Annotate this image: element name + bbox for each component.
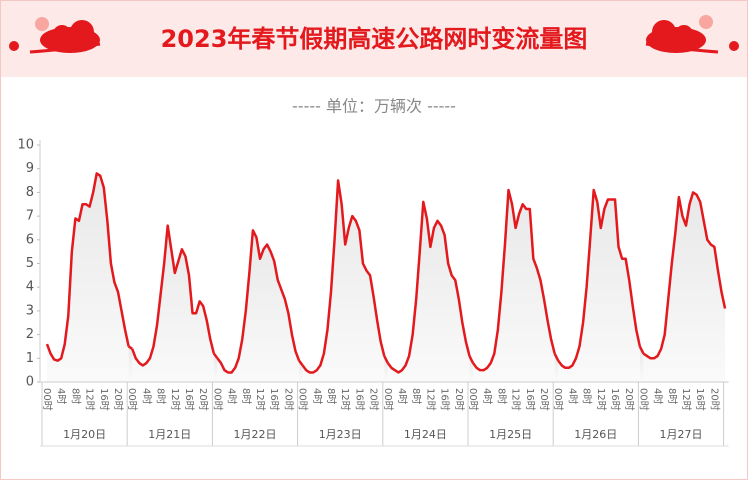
x-tick-label: 00时 bbox=[382, 388, 394, 411]
area-joint bbox=[213, 353, 218, 382]
area bbox=[643, 192, 726, 382]
area bbox=[302, 180, 385, 382]
area bbox=[387, 201, 470, 382]
area bbox=[132, 225, 214, 382]
area-joint bbox=[639, 346, 644, 382]
area-joint bbox=[128, 346, 133, 382]
x-tick-label: 12时 bbox=[595, 388, 607, 411]
line-joint bbox=[553, 353, 560, 362]
area bbox=[217, 230, 300, 382]
day-label: 1月23日 bbox=[319, 428, 362, 441]
line bbox=[386, 200, 471, 374]
x-tick-label: 4时 bbox=[396, 388, 408, 404]
line bbox=[301, 179, 386, 374]
x-tick-label: 12时 bbox=[510, 388, 522, 411]
x-tick-label: 4时 bbox=[55, 388, 67, 404]
line-joint bbox=[212, 352, 219, 360]
x-tick-label: 4时 bbox=[652, 388, 664, 404]
x-tick-label: 4时 bbox=[226, 388, 238, 404]
y-tick-label: 2 bbox=[26, 327, 34, 342]
x-tick-label: 12时 bbox=[424, 388, 436, 411]
day-label: 1月27日 bbox=[660, 428, 703, 441]
y-tick-label: 8 bbox=[26, 185, 34, 200]
y-tick-label: 5 bbox=[26, 256, 34, 271]
x-tick-label: 16时 bbox=[439, 388, 451, 411]
y-tick-label: 7 bbox=[26, 209, 34, 224]
x-tick-label: 8时 bbox=[155, 388, 167, 404]
x-tick-label: 20时 bbox=[368, 388, 380, 411]
y-tick-label: 3 bbox=[26, 303, 34, 318]
x-tick-label: 20时 bbox=[538, 388, 550, 411]
x-tick-label: 16时 bbox=[183, 388, 195, 411]
x-tick-label: 00时 bbox=[126, 388, 138, 411]
line-joint bbox=[298, 359, 304, 367]
x-tick-label: 8时 bbox=[410, 388, 422, 404]
x-tick-label: 16时 bbox=[353, 388, 365, 411]
x-tick-label: 12时 bbox=[680, 388, 692, 411]
y-tick-label: 10 bbox=[17, 138, 34, 153]
x-tick-label: 8时 bbox=[666, 388, 678, 404]
x-tick-label: 00时 bbox=[297, 388, 309, 411]
x-tick-label: 20时 bbox=[708, 388, 720, 411]
day-label: 1月20日 bbox=[63, 428, 106, 441]
x-tick-label: 00时 bbox=[467, 388, 479, 411]
x-tick-label: 20时 bbox=[112, 388, 124, 411]
x-tick-label: 12时 bbox=[84, 388, 96, 411]
x-tick-label: 20时 bbox=[623, 388, 635, 411]
x-tick-label: 8时 bbox=[495, 388, 507, 404]
y-tick-label: 0 bbox=[26, 375, 34, 390]
x-tick-label: 00时 bbox=[552, 388, 564, 411]
cloud-right bbox=[645, 15, 739, 54]
x-tick-label: 12时 bbox=[254, 388, 266, 411]
line-joint bbox=[468, 355, 475, 364]
x-tick-label: 16时 bbox=[268, 388, 280, 411]
line bbox=[471, 188, 556, 372]
title-bar bbox=[1, 1, 747, 77]
day-label: 1月22日 bbox=[234, 428, 277, 441]
day-label: 1月26日 bbox=[574, 428, 617, 441]
x-tick-label: 16时 bbox=[694, 388, 706, 411]
line-joint bbox=[638, 345, 645, 355]
x-tick-label: 4时 bbox=[140, 388, 152, 404]
y-tick-label: 4 bbox=[26, 280, 34, 295]
x-tick-label: 4时 bbox=[566, 388, 578, 404]
x-tick-label: 20时 bbox=[453, 388, 465, 411]
chart-subtitle: ----- 单位：万辆次 ----- bbox=[292, 97, 456, 116]
area bbox=[473, 190, 555, 382]
x-tick-label: 8时 bbox=[581, 388, 593, 404]
day-label: 1月21日 bbox=[148, 428, 191, 441]
x-tick-label: 16时 bbox=[524, 388, 536, 411]
line bbox=[45, 172, 130, 362]
chart-title: 2023年春节假期高速公路网时变流量图 bbox=[161, 25, 588, 53]
x-tick-label: 8时 bbox=[240, 388, 252, 404]
x-tick-label: 4时 bbox=[481, 388, 493, 404]
x-tick-label: 20时 bbox=[197, 388, 209, 411]
line-joint bbox=[127, 345, 133, 350]
x-tick-label: 00时 bbox=[41, 388, 53, 411]
x-tick-label: 12时 bbox=[169, 388, 181, 411]
y-tick-label: 6 bbox=[26, 232, 34, 247]
cloud-left bbox=[9, 17, 101, 54]
line-joint bbox=[383, 355, 389, 364]
x-tick-label: 8时 bbox=[69, 388, 81, 404]
x-tick-label: 4时 bbox=[311, 388, 323, 404]
x-tick-label: 00时 bbox=[211, 388, 223, 411]
line bbox=[642, 191, 727, 360]
line bbox=[557, 188, 642, 370]
day-label: 1月25日 bbox=[489, 428, 532, 441]
x-tick-label: 12时 bbox=[339, 388, 351, 411]
x-tick-label: 8时 bbox=[325, 388, 337, 404]
line bbox=[216, 229, 301, 374]
y-tick-label: 9 bbox=[26, 161, 34, 176]
x-tick-label: 16时 bbox=[98, 388, 110, 411]
line bbox=[131, 224, 216, 367]
day-label: 1月24日 bbox=[404, 428, 447, 441]
x-tick-label: 00时 bbox=[637, 388, 649, 411]
x-tick-label: 20时 bbox=[282, 388, 294, 411]
area bbox=[558, 190, 640, 382]
x-tick-label: 16时 bbox=[609, 388, 621, 411]
y-tick-label: 1 bbox=[26, 351, 34, 366]
